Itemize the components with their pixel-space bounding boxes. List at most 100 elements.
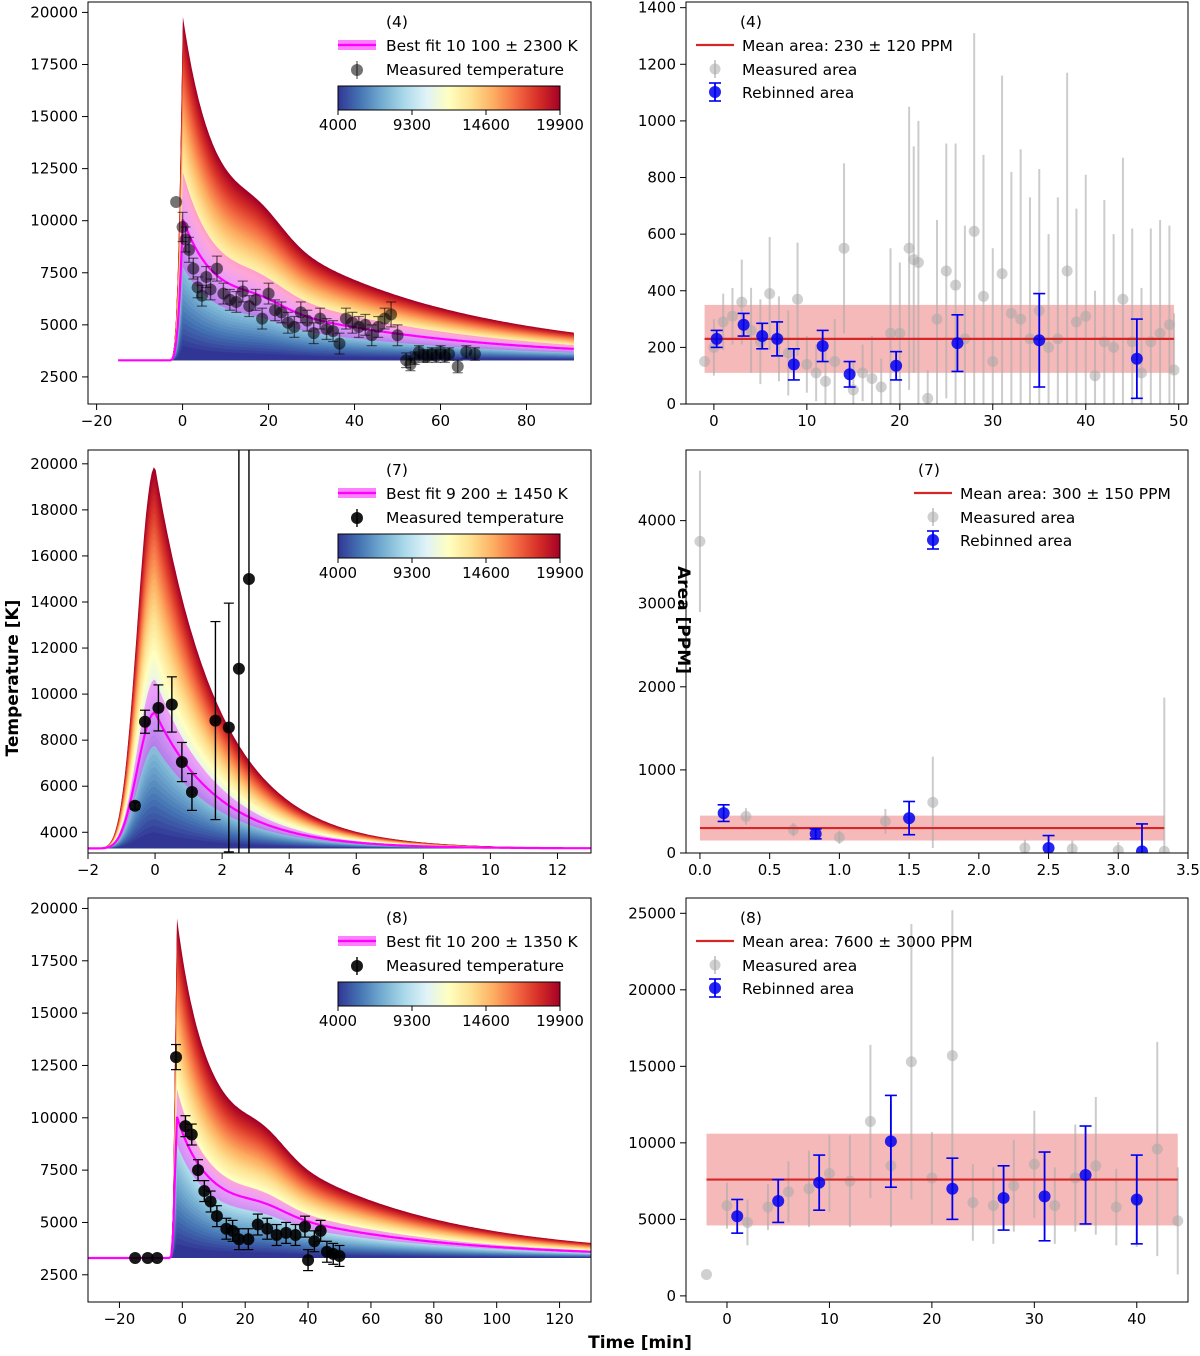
legend-fit-label: Best fit 10 100 ± 2300 K xyxy=(386,37,578,55)
x-tick-label: 6 xyxy=(351,861,361,879)
temperature-point xyxy=(139,715,152,728)
best-fit-line xyxy=(88,711,591,850)
x-tick-label: 0 xyxy=(178,412,188,430)
rebinned-area-point xyxy=(946,1182,959,1195)
x-tick-label: 60 xyxy=(431,412,450,430)
chart-panel-1: −20 0 20 40 60 80 2500 5000 7500 10000 12500 15000 1… xyxy=(30,1,592,430)
measured-area-point xyxy=(801,358,813,370)
temperature-point xyxy=(165,698,178,711)
temperature-point xyxy=(251,1218,264,1231)
measured-area-point xyxy=(1080,310,1092,322)
x-tick-label: −2 xyxy=(77,861,99,879)
legend-event-label: (4) xyxy=(740,13,762,31)
colorbar-tick-label: 9300 xyxy=(393,1012,431,1030)
chart-panel-5: −20 0 20 40 60 80 100 120 2500 5000 7500 10000 12500… xyxy=(30,897,592,1328)
measured-area-point xyxy=(1069,1172,1081,1184)
chart-panel-3: −2 0 2 4 6 8 10 12 4000 6000 8000 10000 12000 14000 16… xyxy=(30,449,592,879)
plot-area xyxy=(88,450,591,853)
legend-event-label: (4) xyxy=(386,13,408,31)
legend-event-label: (8) xyxy=(740,909,762,927)
temperature-point xyxy=(307,327,320,340)
measured-area-point xyxy=(1090,1160,1102,1172)
y-tick-label: 4000 xyxy=(638,512,676,530)
x-tick-label: 40 xyxy=(1127,1310,1146,1328)
x-tick-label: 120 xyxy=(545,1310,574,1328)
temperature-point xyxy=(232,1233,245,1246)
x-tick-label: 30 xyxy=(1025,1310,1044,1328)
x-tick-label: 1.5 xyxy=(897,861,921,879)
legend: (8) Best fit 10 200 ± 1350 K Measured temp… xyxy=(319,909,584,1030)
y-tick-label: 2000 xyxy=(638,678,676,696)
measured-area-point xyxy=(866,373,878,385)
legend-rebinned-marker xyxy=(709,86,721,98)
axes-frame xyxy=(685,449,1189,854)
temperature-point xyxy=(365,329,378,342)
measured-area-point xyxy=(1015,313,1027,325)
x-tick-label: 0 xyxy=(709,412,719,430)
measured-area-point xyxy=(1172,1215,1184,1227)
y-tick-label: 20000 xyxy=(30,899,78,917)
temperature-point xyxy=(451,360,464,373)
rebinned-area-point xyxy=(1038,1190,1051,1203)
y-tick-label: 15000 xyxy=(30,1004,78,1022)
y-tick-label: 25000 xyxy=(628,904,676,922)
temperature-point xyxy=(314,1224,327,1237)
measured-area-point xyxy=(1066,843,1078,853)
temperature-point xyxy=(204,1195,217,1208)
measured-area-point xyxy=(1005,307,1017,319)
temperature-point xyxy=(385,308,398,321)
temperature-point xyxy=(249,293,262,306)
axes-frame xyxy=(87,449,592,854)
measured-area-point xyxy=(1089,370,1101,382)
y-tick-label: 600 xyxy=(647,225,676,243)
y-tick-label: 20000 xyxy=(30,3,78,21)
measured-area-point xyxy=(864,1115,876,1127)
measured-area-point xyxy=(1028,1158,1040,1170)
rebinned-area-point xyxy=(1079,1168,1092,1181)
temperature-point xyxy=(298,1220,311,1233)
colorbar-tick-label: 19900 xyxy=(536,564,584,582)
measured-area-point xyxy=(912,256,924,268)
measured-area-point xyxy=(1061,265,1073,277)
rebinned-area-point xyxy=(787,358,800,371)
measured-area-point xyxy=(741,1216,753,1228)
legend-measured-label: Measured temperature xyxy=(386,61,564,79)
plot-area xyxy=(88,918,591,1272)
rebinned-area-point xyxy=(884,1135,897,1148)
legend-rebinned-marker xyxy=(709,982,721,994)
temperature-point xyxy=(372,320,385,333)
x-tick-label: 10 xyxy=(797,412,816,430)
legend-rebinned-marker xyxy=(927,534,939,546)
measured-area-point xyxy=(726,310,738,322)
plot-area xyxy=(694,470,1170,853)
y-tick-label: 7500 xyxy=(40,1161,78,1179)
rebinned-area-point xyxy=(737,318,750,331)
model-curve-fill xyxy=(118,345,574,361)
measured-area-point xyxy=(1049,1200,1061,1212)
temperature-point xyxy=(128,799,141,812)
temperature-point xyxy=(230,295,243,308)
plot-area xyxy=(118,16,574,374)
temperature-point xyxy=(222,721,235,734)
legend-event-label: (7) xyxy=(918,461,940,479)
y-tick-label: 17500 xyxy=(30,952,78,970)
y-tick-label: 10000 xyxy=(30,685,78,703)
x-tick-label: 12 xyxy=(548,861,567,879)
temperature-point xyxy=(141,1252,154,1265)
rebinned-area-point xyxy=(1135,845,1148,853)
temperature-point xyxy=(187,262,200,275)
measured-area-point xyxy=(833,831,845,843)
y-tick-label: 3000 xyxy=(638,595,676,613)
legend-measured-label: Measured area xyxy=(742,61,857,79)
x-tick-label: 2 xyxy=(217,861,227,879)
x-tick-label: 100 xyxy=(482,1310,511,1328)
axes-frame xyxy=(87,897,592,1303)
measured-area-point xyxy=(922,392,934,404)
temperature-point xyxy=(210,1210,223,1223)
x-tick-label: 1.0 xyxy=(827,861,851,879)
y-tick-label: 0 xyxy=(666,844,676,862)
xlabel-time: Time [min] xyxy=(588,1333,692,1352)
plot-area xyxy=(699,33,1180,404)
x-tick-label: −20 xyxy=(81,412,113,430)
y-tick-label: 15000 xyxy=(30,108,78,126)
